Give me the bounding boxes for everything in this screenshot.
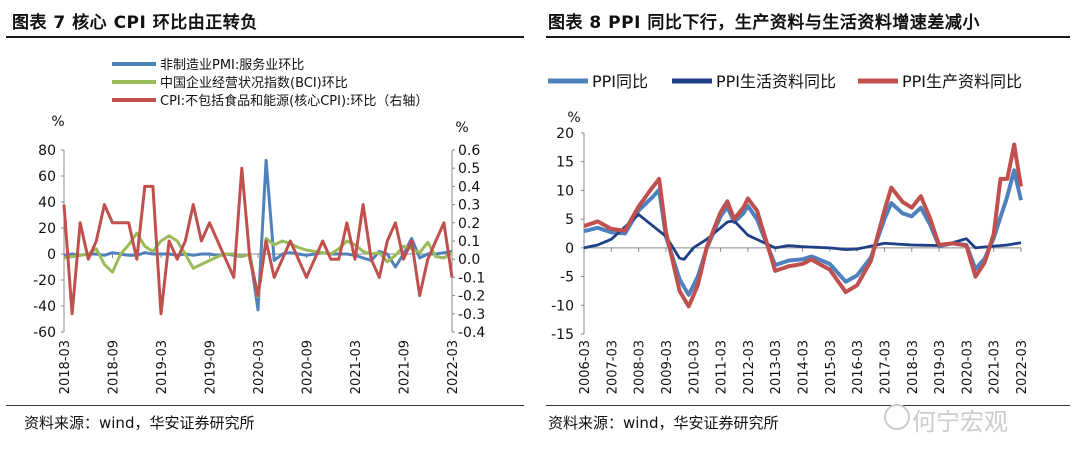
x-tick-label: 2020-09 (301, 340, 316, 394)
legend-label-0: PPI同比 (592, 72, 648, 91)
x-tick-label: 2020-03 (252, 340, 267, 394)
x-tick-label: 2018-03 (58, 340, 73, 394)
right-y-tick-label: 0.0 (458, 252, 480, 268)
left-chart-title: 图表 7 核心 CPI 环比由正转负 (12, 13, 258, 33)
x-tick-label: 2014-03 (797, 340, 812, 394)
x-tick-label: 2019-09 (204, 340, 219, 394)
series-line-1 (583, 213, 1022, 261)
x-tick-label: 2018-03 (906, 340, 921, 394)
watermark: 何宁宏观 (912, 408, 1008, 436)
y-tick-label: 20 (556, 126, 574, 142)
x-tick-label: 2008-03 (633, 340, 648, 394)
x-tick-label: 2019-03 (155, 340, 170, 394)
right-y-tick-label: -0.1 (458, 270, 485, 286)
right-source-rule (546, 405, 1070, 406)
x-tick-label: 2010-03 (687, 340, 702, 394)
wechat-icon (884, 404, 910, 430)
x-tick-label: 2022-03 (1015, 340, 1030, 394)
y-tick-label: 15 (556, 155, 574, 171)
x-tick-label: 2016-03 (851, 340, 866, 394)
series-line-2 (583, 142, 1023, 309)
y-tick-label: 5 (565, 212, 574, 228)
legend-label-0: 非制造业PMI:服务业环比 (160, 57, 304, 73)
y-tick-label: 10 (556, 183, 574, 199)
left-y-tick-label: 80 (38, 143, 56, 159)
x-tick-label: 2012-03 (742, 340, 757, 394)
series-line-2 (62, 166, 454, 316)
left-title-rule (6, 36, 524, 38)
y-tick-label: -5 (560, 270, 574, 286)
y-tick-label: 0 (565, 241, 574, 257)
left-y-unit: % (51, 114, 64, 130)
right-y-tick-label: 0.1 (458, 234, 480, 250)
left-y-tick-label: 20 (38, 221, 56, 237)
x-tick-label: 2013-03 (769, 340, 784, 394)
x-tick-label: 2021-03 (349, 340, 364, 394)
right-y-tick-label: -0.4 (458, 325, 485, 341)
right-y-tick-label: 0.6 (458, 143, 480, 159)
y-unit: % (567, 110, 580, 126)
x-tick-label: 2019-03 (933, 340, 948, 394)
x-tick-label: 2021-09 (398, 340, 413, 394)
right-chart-title: 图表 8 PPI 同比下行，生产资料与生活资料增速差减小 (548, 13, 980, 33)
left-y-tick-label: -40 (33, 299, 56, 315)
right-y-tick-label: 0.2 (458, 216, 480, 232)
legend-label-2: CPI:不包括食品和能源(核心CPI):环比（右轴） (160, 93, 428, 109)
legend-label-2: PPI生产资料同比 (902, 72, 1022, 91)
left-source-rule (6, 405, 524, 406)
left-source-note: 资料来源：wind，华安证券研究所 (24, 414, 255, 432)
x-tick-label: 2020-03 (960, 340, 975, 394)
left-y-tick-label: 40 (38, 195, 56, 211)
x-tick-label: 2006-03 (578, 340, 593, 394)
left-y-tick-label: 0 (47, 247, 56, 263)
right-source-note: 资料来源：wind，华安证券研究所 (548, 414, 779, 432)
left-y-tick-label: 60 (38, 169, 56, 185)
x-tick-label: 2011-03 (715, 340, 730, 394)
right-y-tick-label: -0.2 (458, 289, 485, 305)
x-tick-label: 2007-03 (605, 340, 620, 394)
x-tick-label: 2017-03 (878, 340, 893, 394)
left-y-tick-label: -60 (33, 325, 56, 341)
x-tick-label: 2021-03 (988, 340, 1003, 394)
right-y-tick-label: -0.3 (458, 307, 485, 323)
x-tick-label: 2022-03 (446, 340, 461, 394)
right-y-tick-label: 0.3 (458, 198, 480, 214)
x-tick-label: 2018-09 (107, 340, 122, 394)
right-y-tick-label: 0.5 (458, 161, 480, 177)
left-y-tick-label: -20 (33, 273, 56, 289)
legend-label-1: PPI生活资料同比 (716, 72, 836, 91)
y-tick-label: -15 (551, 327, 574, 343)
series-line-0 (63, 158, 453, 312)
right-y-tick-label: 0.4 (458, 179, 480, 195)
right-title-rule (546, 36, 1070, 38)
legend-label-1: 中国企业经营状况指数(BCI)环比 (160, 75, 348, 91)
y-tick-label: -10 (551, 298, 574, 314)
x-tick-label: 2015-03 (824, 340, 839, 394)
right-y-unit: % (455, 120, 468, 136)
x-tick-label: 2009-03 (660, 340, 675, 394)
